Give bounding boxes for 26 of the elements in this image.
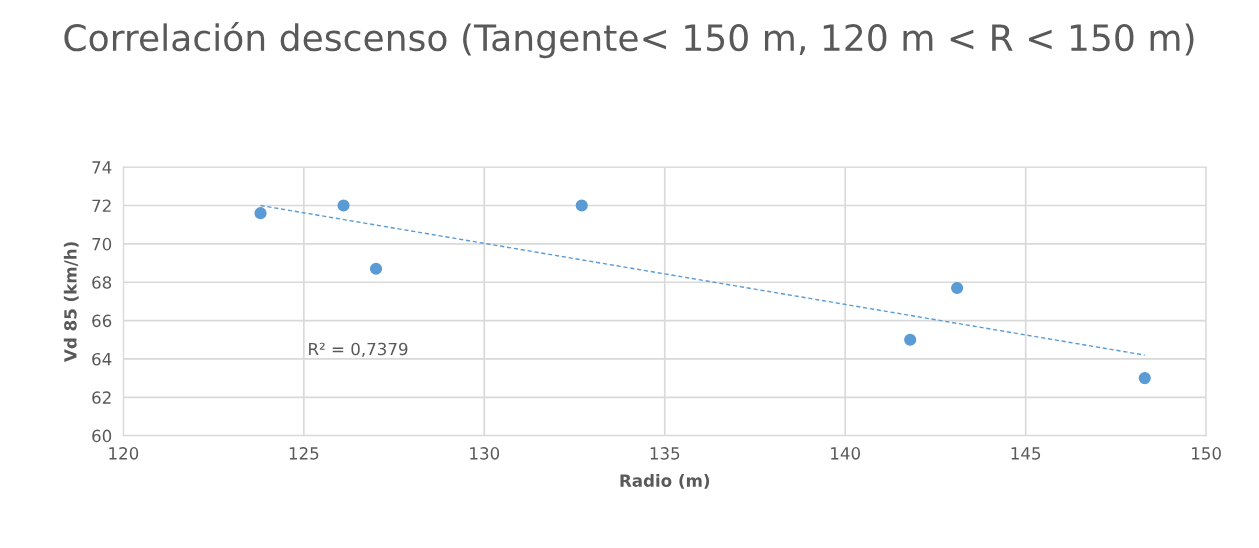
point [575,199,588,212]
x-tick-label: 140 [831,447,861,460]
y-axis-title: Vd 85 (km/h) [63,242,79,362]
point [1138,372,1151,385]
y-tick-label: 64 [92,352,112,366]
x-tick-label: 120 [109,447,139,460]
y-tick-label: 66 [92,314,112,328]
x-tick-label: 135 [650,447,680,460]
x-tick-label: 145 [1011,447,1041,460]
point [951,281,964,295]
x-tick-label: 130 [470,447,500,460]
point [369,262,383,275]
x-axis-title: Radio (m) [620,474,710,489]
chart-title: Correlación descenso (Tangente< 150 m, 120 m < R < 150 m) [64,21,1194,59]
y-tick-label: 62 [92,391,111,404]
y-tick-label: 72 [92,199,111,212]
point [904,333,917,346]
point [254,207,267,220]
y-tick-label: 68 [92,276,112,289]
y-tick-label: 60 [92,429,112,443]
point [337,199,350,212]
y-tick-label: 70 [92,237,112,251]
y-tick-label: 74 [92,161,112,174]
x-tick-label: 125 [289,447,319,460]
annotation: R² = 0,7379 [309,342,408,358]
x-tick-label: 150 [1192,447,1221,460]
